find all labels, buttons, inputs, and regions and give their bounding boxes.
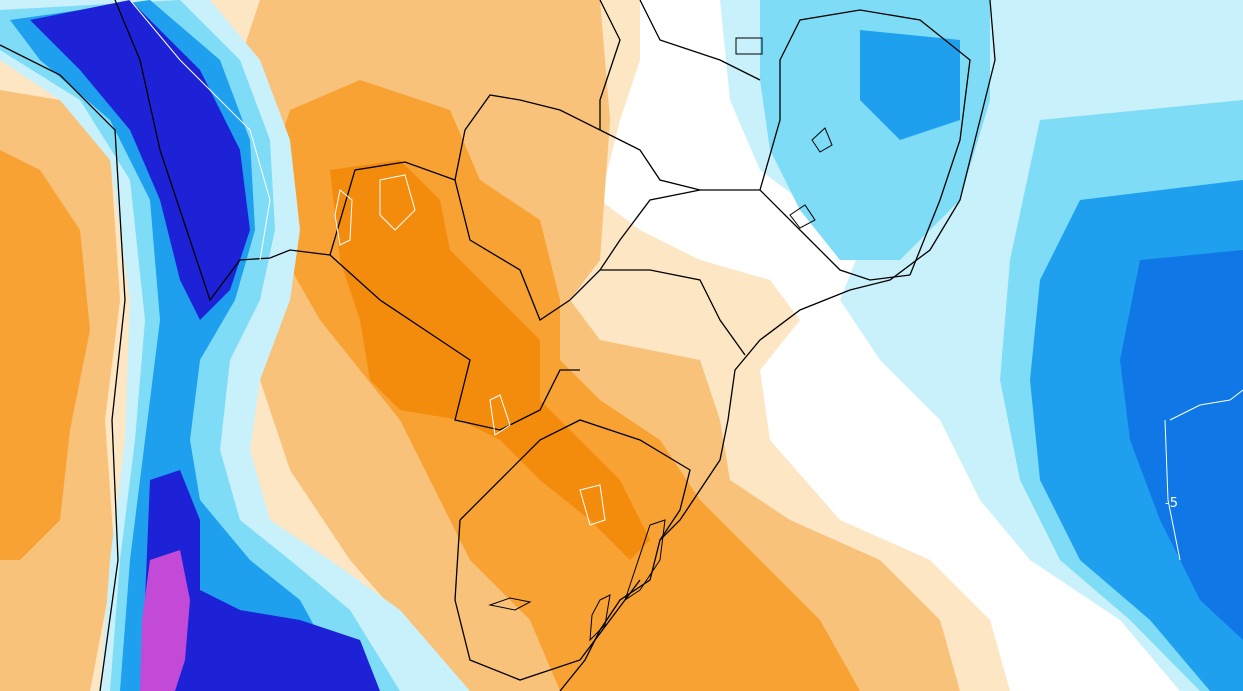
- lagoa-mirim: [589, 594, 611, 642]
- atlantic-blue-region: [860, 30, 1243, 691]
- chile-border: [0, 44, 126, 691]
- contour-line-3: [489, 394, 511, 436]
- atlantic-cold-field: [720, 0, 1243, 691]
- andes-violet-region: [140, 550, 190, 691]
- contour-line-4: [579, 484, 606, 526]
- inland-lake-1: [488, 597, 532, 611]
- brazil-south-border: [454, 179, 746, 356]
- contour-label: -5: [1165, 496, 1178, 511]
- inland-lake-3: [789, 204, 816, 229]
- lagoons: [488, 37, 833, 642]
- atlantic-blue-mid-region: [1120, 250, 1243, 640]
- andes-blue-dark-region: [30, 0, 380, 691]
- df-box: [735, 37, 763, 55]
- contour-lines: [129, 0, 1243, 561]
- contour-line-5: [1164, 389, 1243, 561]
- lagoa-dos-patos: [624, 519, 666, 602]
- bahia-border: [599, 0, 761, 130]
- argentina-west-border: [114, 0, 331, 302]
- paraguay-border: [329, 254, 580, 431]
- coastline: [559, 0, 996, 691]
- andes-blue-region: [10, 0, 350, 691]
- mg-border: [599, 9, 971, 276]
- contour-line-1: [379, 174, 416, 231]
- inland-lake-2: [811, 127, 833, 153]
- contour-line-6: [129, 0, 271, 261]
- political-borders: [0, 0, 996, 691]
- uruguay-border: [454, 519, 641, 681]
- warm-dark-region: [330, 160, 650, 560]
- rio-grande-border: [459, 419, 691, 541]
- bolivia-border: [329, 94, 601, 256]
- contour-line-2: [334, 189, 353, 246]
